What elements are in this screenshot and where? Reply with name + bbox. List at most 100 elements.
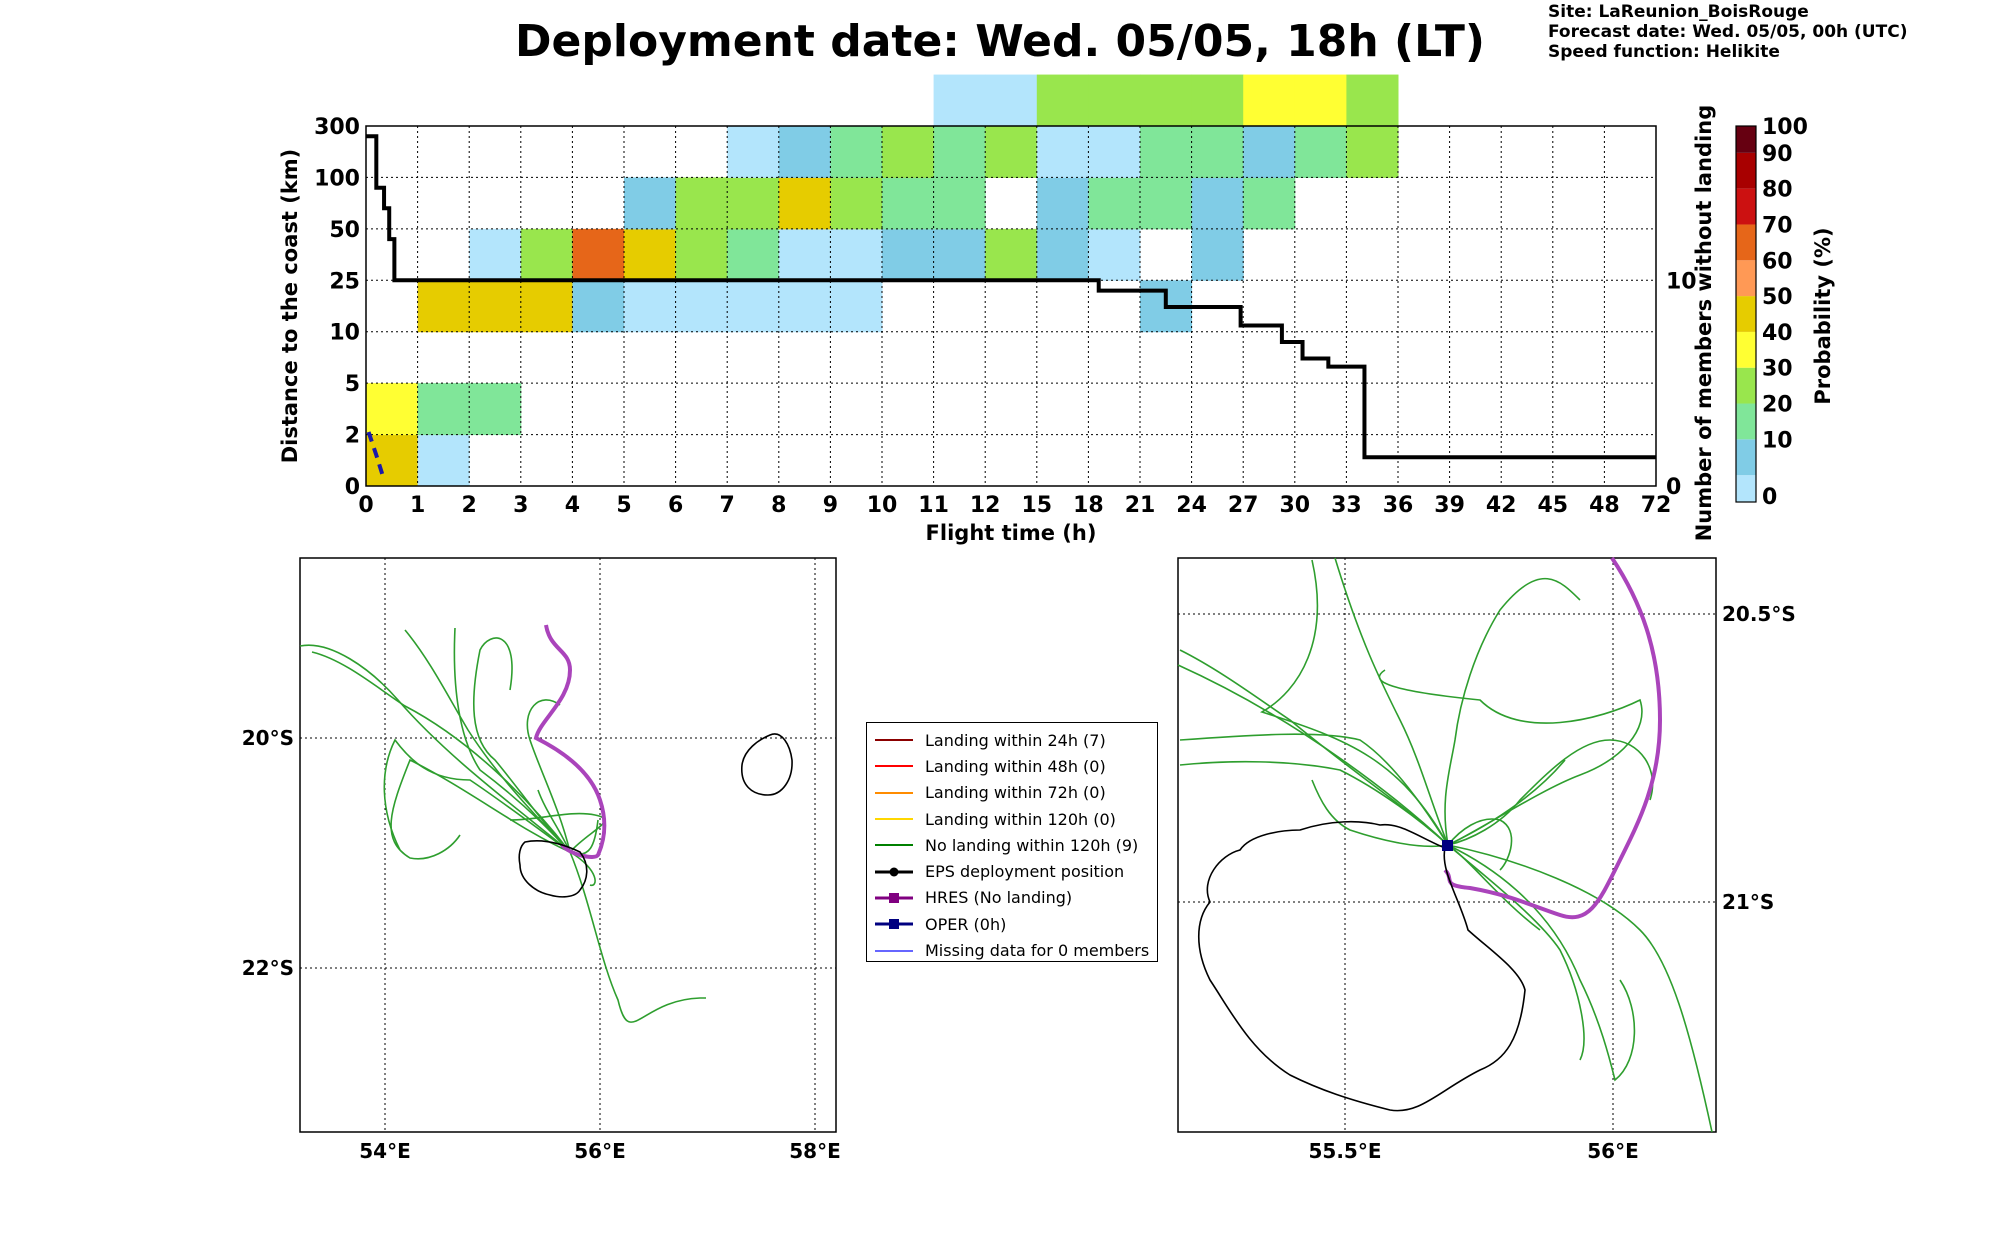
x-tick-label: 72 (1641, 493, 1672, 518)
site-label: Site: LaReunion_BoisRouge (1548, 2, 1809, 22)
x-tick-label: 12 (970, 493, 1001, 518)
map-right-ensemble-tracks (1177, 557, 1713, 1133)
colorbar-tick-label: 100 (1762, 115, 1808, 140)
heatmap-cell (1036, 74, 1089, 127)
x-tick-label: 2 (462, 493, 477, 518)
legend-item: Landing within 120h (0) (873, 806, 1151, 832)
heatmap-cell (675, 177, 728, 230)
heatmap-cell (572, 280, 625, 333)
x-tick-label: 0 (358, 493, 373, 518)
heatmap-cell (366, 383, 419, 436)
colorbar-tick-label: 80 (1762, 178, 1793, 203)
x-tick-label: 18 (1073, 493, 1104, 518)
colorbar-frame (1735, 125, 1757, 503)
heatmap-cell (675, 280, 728, 333)
x-tick-label: 11 (918, 493, 949, 518)
x-tick-label: 36 (1383, 493, 1414, 518)
heatmap-cell (624, 280, 677, 333)
colorbar-tick-label: 90 (1762, 142, 1793, 167)
map-right-frame (1177, 557, 1717, 1133)
x-tick-label: 24 (1176, 493, 1207, 518)
heatmap-cell (778, 280, 831, 333)
heatmap-cell (882, 228, 935, 281)
heatmap-cell (830, 280, 883, 333)
heatmap-cell (1036, 177, 1089, 230)
forecast-date-label: Forecast date: Wed. 05/05, 00h (UTC) (1548, 22, 1908, 42)
colorbar-tick-label: 40 (1762, 321, 1793, 346)
heatmap-cell (1088, 228, 1141, 281)
legend-item: Landing within 48h (0) (873, 753, 1151, 779)
x-tick-label: 39 (1434, 493, 1465, 518)
colorbar-tick-label: 0 (1762, 485, 1777, 510)
map-left-xlabel-0: 54°E (359, 1139, 411, 1163)
map-left-reunion-coast (518, 840, 588, 898)
x-tick-label: 7 (720, 493, 735, 518)
legend-item: OPER (0h) (873, 911, 1151, 937)
legend-symbol (875, 765, 913, 768)
heatmap-cell (933, 177, 986, 230)
legend-symbol (875, 892, 913, 903)
heatmap-cell (572, 228, 625, 281)
plot-frame (365, 125, 1657, 487)
y2-tick-label: 0 (1666, 475, 1681, 500)
heatmap-cell (1140, 177, 1193, 230)
heatmap-cell (520, 280, 573, 333)
x-tick-label: 8 (771, 493, 786, 518)
colorbar-tick-label: 60 (1762, 249, 1793, 274)
heatmap-cell (1346, 126, 1399, 178)
heatmap-cell (933, 74, 986, 127)
y2-tick-label: 10 (1666, 269, 1697, 294)
colorbar-tick-label: 30 (1762, 357, 1793, 382)
map-left-xlabel-1: 56°E (574, 1139, 626, 1163)
map-left-ensemble-tracks (299, 627, 706, 1023)
y-tick-label: 5 (345, 372, 360, 397)
colorbar-segment (1736, 403, 1756, 440)
y2-axis-label: Number of members without landing (1692, 105, 1716, 542)
heatmap-cell (1243, 126, 1296, 178)
heatmap-cell (830, 126, 883, 178)
legend-symbol (875, 818, 913, 821)
map-right-xlabel-0: 55.5°E (1308, 1139, 1381, 1163)
x-tick-label: 15 (1021, 493, 1052, 518)
heatmap-cell (778, 177, 831, 230)
map-right-gridlines (1178, 558, 1716, 1132)
chart-title: Deployment date: Wed. 05/05, 18h (LT) (515, 16, 1485, 67)
colorbar-segment (1736, 331, 1756, 368)
legend-label: Missing data for 0 members (925, 941, 1150, 961)
legend-label: Landing within 48h (0) (925, 756, 1106, 776)
colorbar-label: Probability (%) (1811, 227, 1835, 404)
map-right-oper-marker (1442, 840, 1453, 851)
legend-item: EPS deployment position (873, 858, 1151, 884)
x-tick-label: 4 (565, 493, 580, 518)
y-tick-label: 100 (314, 166, 360, 191)
map-left-ylabel-0: 20°S (242, 726, 294, 750)
legend-label: Landing within 24h (7) (925, 730, 1106, 750)
heatmap-cell (727, 228, 780, 281)
x-tick-label: 27 (1228, 493, 1259, 518)
site-info: Site: LaReunion_BoisRouge Forecast date:… (1548, 2, 1907, 62)
heatmap-cell (417, 280, 470, 333)
heatmap-cell (624, 177, 677, 230)
heatmap-cell (1191, 228, 1244, 281)
heatmap-cell (417, 383, 470, 436)
y-tick-label: 10 (329, 321, 360, 346)
x-axis-label: Flight time (h) (926, 521, 1097, 545)
y-tick-label: 2 (345, 424, 360, 449)
x-tick-label: 6 (668, 493, 683, 518)
map-right-reunion-coast (1197, 820, 1526, 1112)
heatmap-cell (1036, 228, 1089, 281)
colorbar-segment (1736, 260, 1756, 297)
heatmap-cell (469, 280, 522, 333)
heatmap-cell (1036, 126, 1089, 178)
speed-function-label: Speed function: Helikite (1548, 42, 1780, 62)
heatmap-cell (727, 177, 780, 230)
colorbar-tick-label: 20 (1762, 393, 1793, 418)
colorbar-segment (1736, 296, 1756, 332)
heatmap-cell (469, 383, 522, 436)
heatmap-cell (985, 74, 1038, 127)
x-tick-label: 1 (410, 493, 425, 518)
legend-symbol (875, 739, 913, 742)
legend-symbol (875, 844, 913, 847)
heatmap-cell (830, 228, 883, 281)
heatmap-cell (778, 126, 831, 178)
